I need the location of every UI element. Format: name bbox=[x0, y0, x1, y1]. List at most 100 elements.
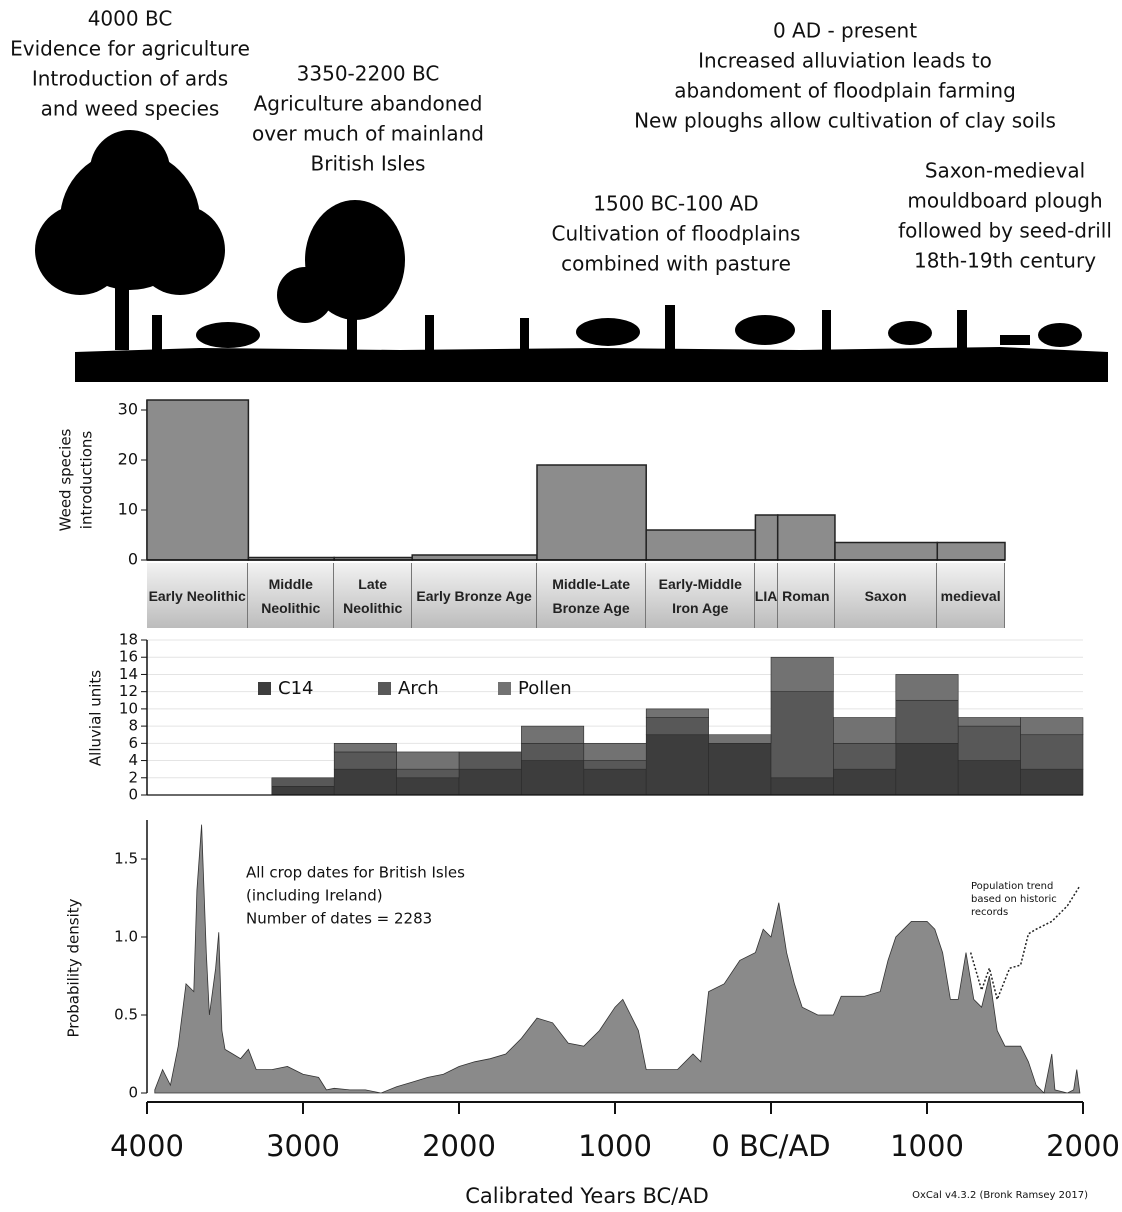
bar-segment bbox=[458, 751, 522, 770]
annotation: 1500 BC-100 AD bbox=[593, 192, 758, 216]
bar-segment bbox=[770, 656, 834, 692]
bar bbox=[146, 399, 250, 561]
y-tick-label: 16 bbox=[119, 648, 138, 666]
annotation: Evidence for agriculture bbox=[10, 37, 250, 61]
bar-segment bbox=[333, 768, 397, 796]
bar-segment bbox=[333, 743, 397, 753]
period-label: LIA bbox=[755, 563, 778, 628]
bar-segment bbox=[271, 777, 335, 787]
bar-segment bbox=[708, 734, 772, 744]
bar-segment bbox=[396, 777, 460, 796]
annotation: Increased alluviation leads to bbox=[698, 49, 992, 73]
bar-segment bbox=[521, 743, 585, 761]
bar-segment bbox=[1020, 768, 1084, 796]
y-tick-label: 18 bbox=[119, 631, 138, 649]
x-tick-label: 4000 bbox=[110, 1129, 184, 1163]
legend-swatch bbox=[258, 682, 271, 695]
annotation: mouldboard plough bbox=[907, 189, 1102, 213]
bar-segment bbox=[833, 743, 897, 770]
annotation: Introduction of ards bbox=[32, 67, 228, 91]
y-tick-label: 10 bbox=[119, 699, 138, 717]
bar-segment bbox=[333, 751, 397, 770]
bar-segment bbox=[583, 743, 647, 761]
annotation: records bbox=[971, 907, 1008, 918]
period-label: Saxon bbox=[834, 563, 938, 628]
y-tick-label: 2 bbox=[128, 768, 138, 786]
legend-label: C14 bbox=[278, 678, 313, 699]
annotation: abandoment of floodplain farming bbox=[674, 79, 1016, 103]
annotation: New ploughs allow cultivation of clay so… bbox=[634, 109, 1056, 133]
x-axis-label: Calibrated Years BC/AD bbox=[465, 1184, 709, 1208]
bar-segment bbox=[895, 743, 959, 796]
bar-segment bbox=[521, 760, 585, 796]
bar bbox=[536, 464, 647, 561]
y-tick-label: 20 bbox=[118, 450, 138, 469]
y-tick-label: 8 bbox=[128, 717, 138, 735]
bar-segment bbox=[645, 717, 709, 736]
x-tick-label: 1000 bbox=[578, 1129, 652, 1163]
annotation: 18th-19th century bbox=[914, 249, 1096, 273]
annotation: 0 AD - present bbox=[773, 19, 917, 43]
bar bbox=[936, 541, 1006, 561]
period-label: Early Neolithic bbox=[147, 563, 249, 628]
legend-label: Pollen bbox=[518, 678, 572, 699]
period-label: medieval bbox=[937, 563, 1005, 628]
annotation: 3350-2200 BC bbox=[297, 62, 440, 86]
bar-segment bbox=[521, 725, 585, 744]
bar bbox=[645, 529, 757, 561]
density-area bbox=[154, 824, 1081, 1094]
bar bbox=[776, 514, 836, 561]
y-tick-label: 0 bbox=[128, 786, 138, 804]
silhouette bbox=[35, 130, 1108, 382]
annotation: Cultivation of floodplains bbox=[552, 222, 801, 246]
annotation: combined with pasture bbox=[561, 252, 791, 276]
y-tick-label: 10 bbox=[118, 500, 138, 519]
y-tick-label: 0.5 bbox=[114, 1006, 138, 1024]
period-label: Middle Neolithic bbox=[248, 563, 335, 628]
y-tick-label: 12 bbox=[119, 682, 138, 700]
bar-segment bbox=[895, 699, 959, 744]
bar-segment bbox=[833, 768, 897, 796]
bar-segment bbox=[1020, 734, 1084, 770]
y-axis-label: Alluvial units bbox=[87, 670, 105, 766]
annotation: over much of mainland bbox=[252, 122, 484, 146]
bar-segment bbox=[895, 674, 959, 701]
bar-segment bbox=[1020, 717, 1084, 736]
trend-line bbox=[969, 886, 1080, 1002]
y-tick-label: 1.5 bbox=[114, 850, 138, 868]
bar-segment bbox=[770, 691, 834, 779]
bar-segment bbox=[583, 760, 647, 770]
y-axis-label: Weed species bbox=[57, 428, 75, 531]
bar-segment bbox=[708, 743, 772, 796]
annotation: (including Ireland) bbox=[246, 887, 383, 905]
bar-segment bbox=[957, 725, 1021, 761]
period-label: Roman bbox=[777, 563, 835, 628]
bar-segment bbox=[645, 708, 709, 718]
y-tick-label: 14 bbox=[119, 665, 138, 683]
annotation: 4000 BC bbox=[88, 7, 173, 31]
y-tick-label: 6 bbox=[128, 734, 138, 752]
bar-segment bbox=[583, 768, 647, 796]
legend-label: Arch bbox=[398, 678, 439, 699]
annotation: Agriculture abandoned bbox=[254, 92, 483, 116]
x-tick-label: 2000 bbox=[422, 1129, 496, 1163]
bar bbox=[834, 541, 939, 561]
bar-segment bbox=[770, 777, 834, 796]
bar bbox=[754, 514, 779, 561]
legend-swatch bbox=[378, 682, 391, 695]
bar-segment bbox=[458, 768, 522, 796]
period-label: Middle-Late Bronze Age bbox=[537, 563, 647, 628]
annotation: Number of dates = 2283 bbox=[246, 910, 432, 928]
annotation: followed by seed-drill bbox=[898, 219, 1112, 243]
y-tick-label: 0 bbox=[128, 1084, 138, 1102]
x-tick-label: 2000 bbox=[1046, 1129, 1120, 1163]
annotation: British Isles bbox=[311, 152, 426, 176]
y-tick-label: 30 bbox=[118, 400, 138, 419]
bar-segment bbox=[396, 768, 460, 779]
period-label: Early Bronze Age bbox=[412, 563, 537, 628]
y-axis-label: introductions bbox=[78, 431, 96, 530]
annotation: Population trend bbox=[971, 881, 1053, 892]
y-tick-label: 4 bbox=[128, 751, 138, 769]
